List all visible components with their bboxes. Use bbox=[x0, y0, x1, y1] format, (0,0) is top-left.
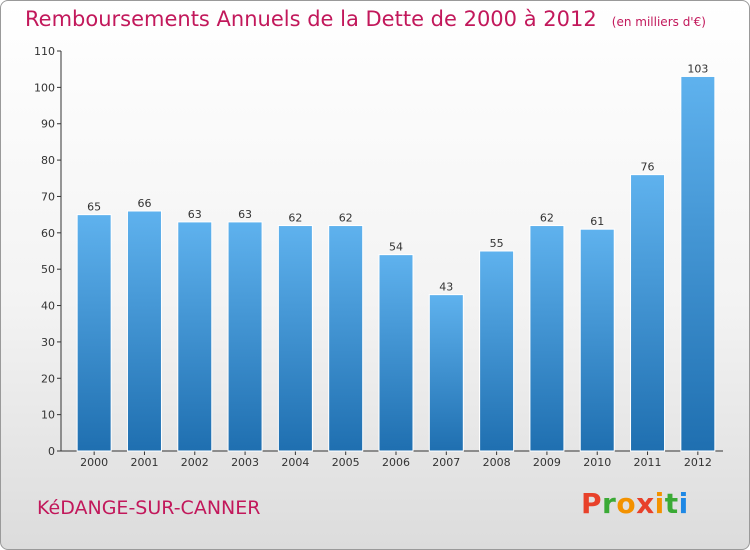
data-label: 63 bbox=[238, 208, 252, 221]
town-name: KéDANGE-SUR-CANNER bbox=[37, 497, 261, 519]
data-label: 103 bbox=[687, 62, 708, 75]
data-label: 65 bbox=[87, 201, 101, 214]
bar-2003 bbox=[227, 221, 263, 452]
data-label: 55 bbox=[490, 237, 504, 250]
logo-letter: P bbox=[581, 487, 603, 520]
chart-data-labels: 65 66 63 63 62 62 54 43 55 62 61 76 103 bbox=[87, 62, 708, 293]
chart-title: Remboursements Annuels de la Dette de 20… bbox=[25, 7, 597, 31]
y-tick-label: 40 bbox=[41, 300, 55, 313]
x-tick-label: 2005 bbox=[332, 456, 360, 469]
bar-2000 bbox=[76, 214, 112, 452]
chart-header: Remboursements Annuels de la Dette de 20… bbox=[25, 7, 706, 31]
x-tick-label: 2007 bbox=[432, 456, 460, 469]
y-tick-label: 60 bbox=[41, 227, 55, 240]
y-tick-label: 20 bbox=[41, 372, 55, 385]
data-label: 76 bbox=[641, 161, 655, 174]
bar-2001 bbox=[126, 210, 162, 452]
y-tick-label: 100 bbox=[34, 81, 55, 94]
x-tick-label: 2011 bbox=[634, 456, 662, 469]
x-tick-label: 2000 bbox=[80, 456, 108, 469]
y-tick-label: 90 bbox=[41, 118, 55, 131]
logo-letter: t bbox=[664, 487, 679, 520]
bar-2010 bbox=[579, 228, 615, 452]
data-label: 66 bbox=[137, 197, 151, 210]
data-label: 54 bbox=[389, 241, 403, 254]
x-tick-label: 2003 bbox=[231, 456, 259, 469]
bar-2009 bbox=[529, 225, 565, 452]
x-tick-label: 2002 bbox=[181, 456, 209, 469]
chart-axes: 0 10 20 30 40 50 60 70 80 90 100 110 2000 2001 2002 200… bbox=[34, 45, 723, 469]
bar-2005 bbox=[328, 225, 364, 452]
bar-2002 bbox=[177, 221, 213, 452]
x-tick-label: 2008 bbox=[483, 456, 511, 469]
bar-2007 bbox=[428, 294, 464, 452]
y-tick-label: 50 bbox=[41, 263, 55, 276]
bar-2004 bbox=[277, 225, 313, 452]
x-tick-label: 2004 bbox=[281, 456, 309, 469]
x-tick-label: 2012 bbox=[684, 456, 712, 469]
y-tick-label: 80 bbox=[41, 154, 55, 167]
logo-letter: r bbox=[602, 487, 617, 520]
bar-2008 bbox=[479, 250, 515, 452]
data-label: 63 bbox=[188, 208, 202, 221]
data-label: 43 bbox=[439, 281, 453, 294]
y-tick-label: 30 bbox=[41, 336, 55, 349]
data-label: 61 bbox=[590, 215, 604, 228]
logo-letter: i bbox=[678, 487, 689, 520]
logo-letter: x bbox=[636, 487, 655, 520]
x-tick-label: 2006 bbox=[382, 456, 410, 469]
bar-2006 bbox=[378, 254, 414, 452]
logo-letter: o bbox=[616, 487, 637, 520]
bar-2011 bbox=[630, 174, 666, 452]
x-tick-label: 2010 bbox=[583, 456, 611, 469]
chart-subtitle: (en milliers d'€) bbox=[611, 15, 706, 29]
y-tick-label: 10 bbox=[41, 409, 55, 422]
proxiti-logo: Proxiti bbox=[581, 487, 689, 520]
x-tick-label: 2009 bbox=[533, 456, 561, 469]
data-label: 62 bbox=[540, 212, 554, 225]
chart-bars bbox=[76, 75, 716, 452]
y-tick-label: 110 bbox=[34, 45, 55, 58]
data-label: 62 bbox=[288, 212, 302, 225]
data-label: 62 bbox=[339, 212, 353, 225]
y-tick-label: 70 bbox=[41, 190, 55, 203]
y-tick-label: 0 bbox=[48, 445, 55, 458]
logo-letter: i bbox=[654, 487, 665, 520]
bar-2012 bbox=[680, 75, 716, 452]
x-tick-label: 2001 bbox=[130, 456, 158, 469]
